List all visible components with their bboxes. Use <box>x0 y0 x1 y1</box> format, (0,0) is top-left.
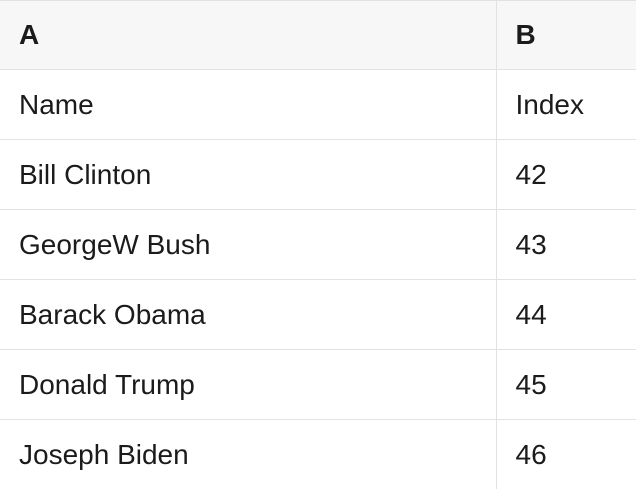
table-row: Name Index <box>0 69 636 140</box>
cell-name[interactable]: Bill Clinton <box>0 139 497 210</box>
table-row: Bill Clinton 42 <box>0 139 636 210</box>
cell-index[interactable]: 46 <box>496 419 636 489</box>
table-row: Barack Obama 44 <box>0 279 636 350</box>
cell-name-header[interactable]: Name <box>0 69 497 140</box>
cell-name[interactable]: Barack Obama <box>0 279 497 350</box>
table-row: GeorgeW Bush 43 <box>0 209 636 280</box>
cell-index[interactable]: 44 <box>496 279 636 350</box>
table-row: Joseph Biden 46 <box>0 419 636 489</box>
cell-name[interactable]: Donald Trump <box>0 349 497 420</box>
cell-index[interactable]: 45 <box>496 349 636 420</box>
cell-name[interactable]: Joseph Biden <box>0 419 497 489</box>
column-header-a[interactable]: A <box>0 0 497 70</box>
table-row: Donald Trump 45 <box>0 349 636 420</box>
column-header-row: A B <box>0 0 636 70</box>
cell-name[interactable]: GeorgeW Bush <box>0 209 497 280</box>
cell-index[interactable]: 42 <box>496 139 636 210</box>
column-header-b[interactable]: B <box>496 0 636 70</box>
cell-index[interactable]: 43 <box>496 209 636 280</box>
cell-index-header[interactable]: Index <box>496 69 636 140</box>
